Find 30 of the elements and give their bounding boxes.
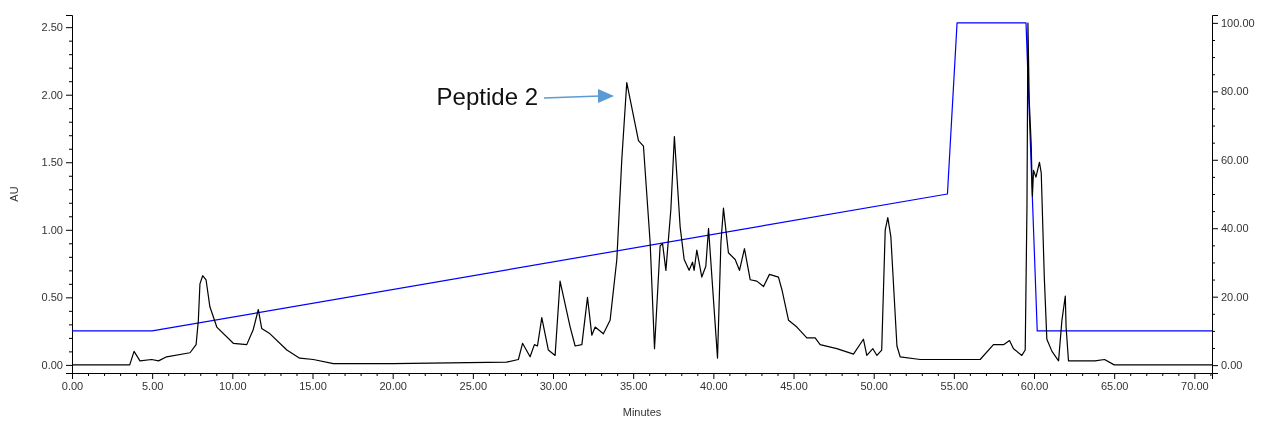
x-tick-label: 5.00: [141, 379, 164, 392]
x-tick-label: 65.00: [1100, 379, 1129, 392]
y-tick-label: 2.50: [41, 21, 63, 34]
y2-tick-label: 80.00: [1221, 85, 1249, 98]
y2-tick-label: 20.00: [1221, 290, 1249, 303]
x-tick-label: 15.00: [299, 379, 327, 392]
y-tick-label: 2.00: [41, 88, 63, 101]
x-tick-label: 10.00: [219, 379, 247, 392]
x-tick-label: 60.00: [1020, 379, 1049, 392]
y2-tick-label: 100.00: [1221, 16, 1255, 29]
x-axis-title: Minutes: [622, 406, 662, 418]
y-tick-label: 0.00: [41, 358, 63, 371]
x-tick-label: 35.00: [619, 379, 648, 392]
x-tick-label: 45.00: [780, 379, 808, 392]
y2-tick-label: 40.00: [1221, 222, 1249, 235]
y-tick-label: 0.50: [41, 291, 63, 304]
annotation: Peptide 2: [436, 83, 538, 110]
x-tick-label: 50.00: [860, 379, 888, 392]
x-tick-label: 0.00: [61, 379, 84, 392]
x-tick-label: 40.00: [700, 379, 728, 392]
y2-tick-label: 60.00: [1221, 153, 1249, 166]
y-tick-label: 1.00: [41, 223, 63, 236]
y2-tick-label: 0.00: [1221, 359, 1243, 372]
x-tick-label: 25.00: [459, 379, 488, 392]
y-axis-title: AU: [8, 186, 20, 202]
x-tick-label: 20.00: [379, 379, 407, 392]
x-tick-label: 55.00: [940, 379, 969, 392]
y-tick-label: 1.50: [41, 156, 63, 169]
x-tick-label: 30.00: [539, 379, 568, 392]
x-tick-label: 70.00: [1181, 379, 1209, 392]
